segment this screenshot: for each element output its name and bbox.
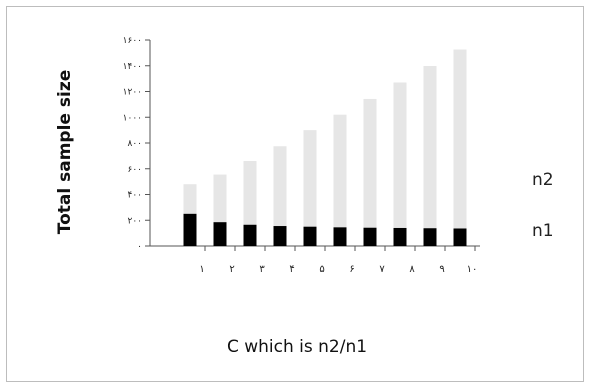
x-tick-label: ۵ [319, 264, 324, 275]
y-tick-label: ۴۰۰ [127, 191, 142, 201]
bar-n1 [333, 227, 347, 246]
y-tick-label: ۱۰۰۰ [123, 113, 142, 123]
y-tick-label: ۱۶۰۰ [123, 36, 142, 46]
bar-n2 [423, 66, 437, 229]
bar-n2 [333, 114, 347, 228]
bar-n2 [363, 98, 377, 228]
legend-n2: n2 [532, 170, 554, 190]
bar-n1 [243, 224, 257, 246]
y-axis-label: Total sample size [55, 70, 75, 234]
bar-n2 [213, 174, 227, 223]
bar-n1 [273, 226, 287, 246]
bar-n1 [393, 227, 407, 246]
bar-n1 [363, 227, 377, 246]
x-tick-label: ۹ [439, 264, 444, 275]
y-tick-label: ۲۰۰ [127, 216, 142, 226]
bar-n2 [243, 161, 257, 225]
y-tick-label: ۱۲۰۰ [123, 88, 142, 98]
x-tick-label: ۶ [349, 264, 354, 275]
x-tick-label: ۱ [199, 264, 204, 275]
bar-n2 [183, 184, 197, 214]
chart-frame [6, 6, 584, 382]
bar-n1 [423, 228, 437, 246]
x-tick-label: ۲ [229, 264, 234, 275]
x-tick-label: ۷ [379, 264, 385, 275]
legend-n1: n1 [532, 221, 554, 241]
bar-n2 [273, 146, 287, 227]
bar-n2 [393, 82, 407, 228]
y-tick-label: ۱۴۰۰ [123, 62, 142, 72]
y-tick-label: ۸۰۰ [127, 139, 142, 149]
x-tick-label: ۳ [259, 264, 265, 275]
bar-n2 [303, 130, 317, 227]
x-tick-label: ۴ [289, 264, 294, 275]
bar-n1 [453, 228, 467, 246]
y-tick-label: ۶۰۰ [127, 165, 142, 175]
x-tick-label: ۱۰ [467, 264, 478, 275]
bar-n2 [453, 49, 467, 229]
bar-n1 [303, 226, 317, 246]
bar-n1 [213, 222, 227, 246]
x-axis-label: C which is n2/n1 [227, 337, 367, 357]
x-tick-label: ۸ [409, 264, 415, 275]
bar-n1 [183, 213, 197, 246]
y-tick-label: ۰ [137, 242, 142, 252]
